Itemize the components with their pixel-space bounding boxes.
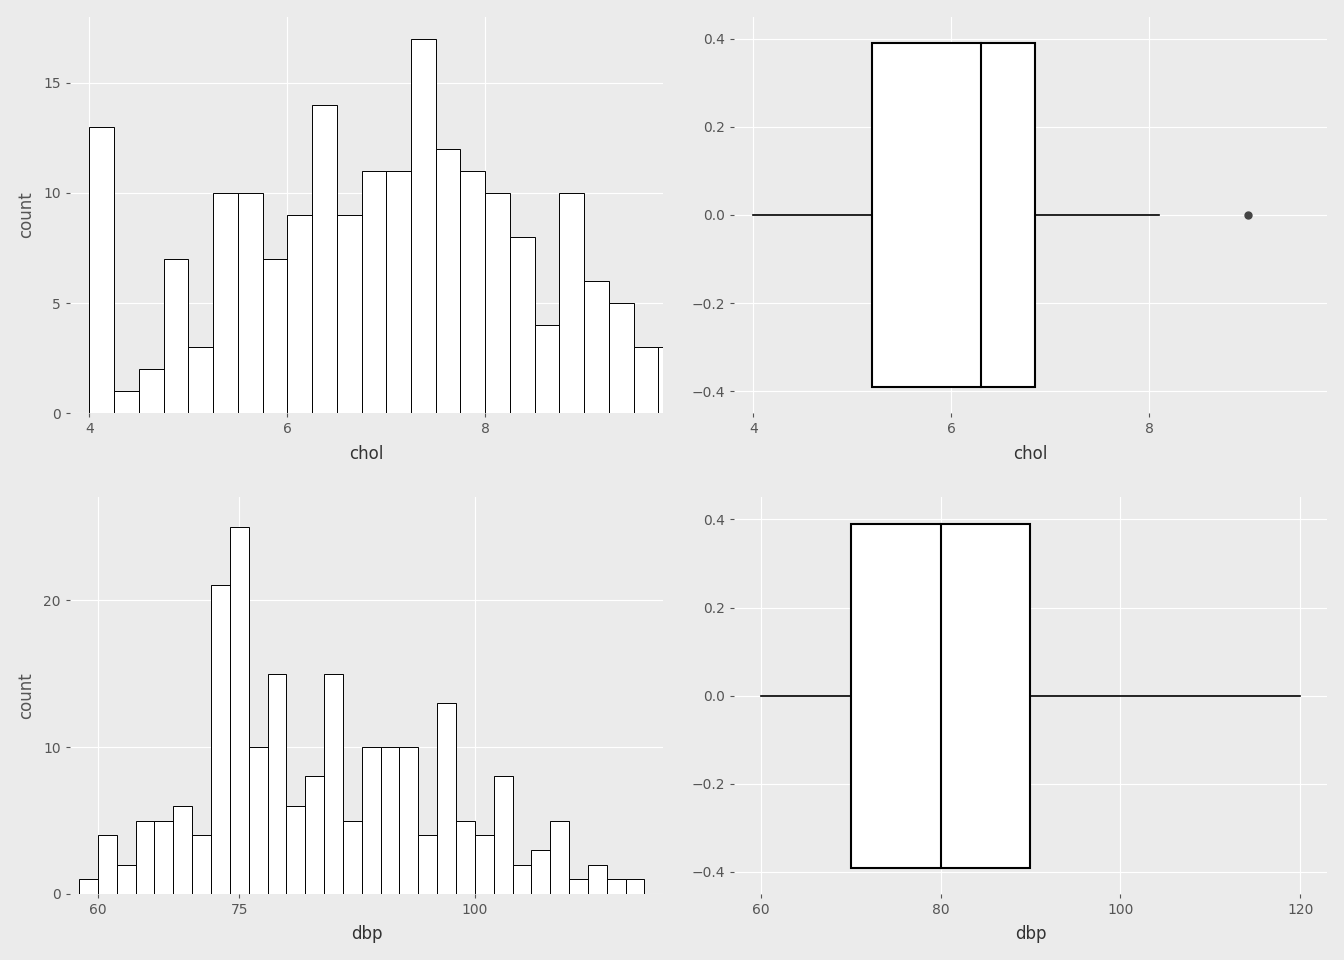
Y-axis label: count: count [16, 672, 35, 719]
Bar [117, 865, 136, 894]
Bar [249, 747, 267, 894]
Bar [399, 747, 418, 894]
X-axis label: dbp: dbp [1015, 925, 1046, 944]
Bar [136, 821, 155, 894]
Bar [164, 259, 188, 413]
Bar [262, 259, 288, 413]
Bar [531, 850, 550, 894]
Bar [587, 865, 606, 894]
Bar [683, 303, 708, 413]
Bar [626, 879, 645, 894]
Bar [418, 835, 437, 894]
Bar [238, 193, 262, 413]
Bar [474, 835, 493, 894]
Bar [437, 703, 456, 894]
Bar [456, 821, 474, 894]
FancyBboxPatch shape [851, 524, 1031, 868]
Bar [211, 586, 230, 894]
Bar [606, 879, 626, 894]
Bar [585, 281, 609, 413]
Bar [286, 805, 305, 894]
X-axis label: chol: chol [349, 444, 383, 463]
Bar [380, 747, 399, 894]
Bar [550, 821, 569, 894]
Bar [343, 821, 362, 894]
Bar [230, 527, 249, 894]
FancyBboxPatch shape [872, 43, 1035, 387]
Bar [79, 879, 98, 894]
Bar [512, 865, 531, 894]
Bar [757, 348, 782, 413]
Bar [435, 149, 461, 413]
Bar [782, 392, 806, 413]
Bar [173, 805, 192, 894]
Bar [192, 835, 211, 894]
Bar [509, 237, 535, 413]
Bar [732, 392, 757, 413]
Bar [267, 674, 286, 894]
Y-axis label: count: count [16, 192, 35, 238]
Bar [214, 193, 238, 413]
Bar [569, 879, 587, 894]
Bar [386, 171, 411, 413]
X-axis label: dbp: dbp [351, 925, 382, 944]
Bar [659, 348, 683, 413]
Bar [362, 747, 380, 894]
Bar [138, 370, 164, 413]
Bar [312, 105, 337, 413]
Bar [559, 193, 585, 413]
Bar [337, 215, 362, 413]
Bar [609, 303, 633, 413]
Bar [155, 821, 173, 894]
Bar [305, 777, 324, 894]
Bar [708, 370, 732, 413]
Bar [98, 835, 117, 894]
Bar [188, 348, 214, 413]
Bar [493, 777, 512, 894]
Bar [535, 325, 559, 413]
Bar [90, 127, 114, 413]
X-axis label: chol: chol [1013, 444, 1048, 463]
Bar [324, 674, 343, 894]
Bar [288, 215, 312, 413]
Bar [461, 171, 485, 413]
Bar [362, 171, 386, 413]
Bar [411, 38, 435, 413]
Bar [485, 193, 509, 413]
Bar [633, 348, 659, 413]
Bar [114, 392, 138, 413]
